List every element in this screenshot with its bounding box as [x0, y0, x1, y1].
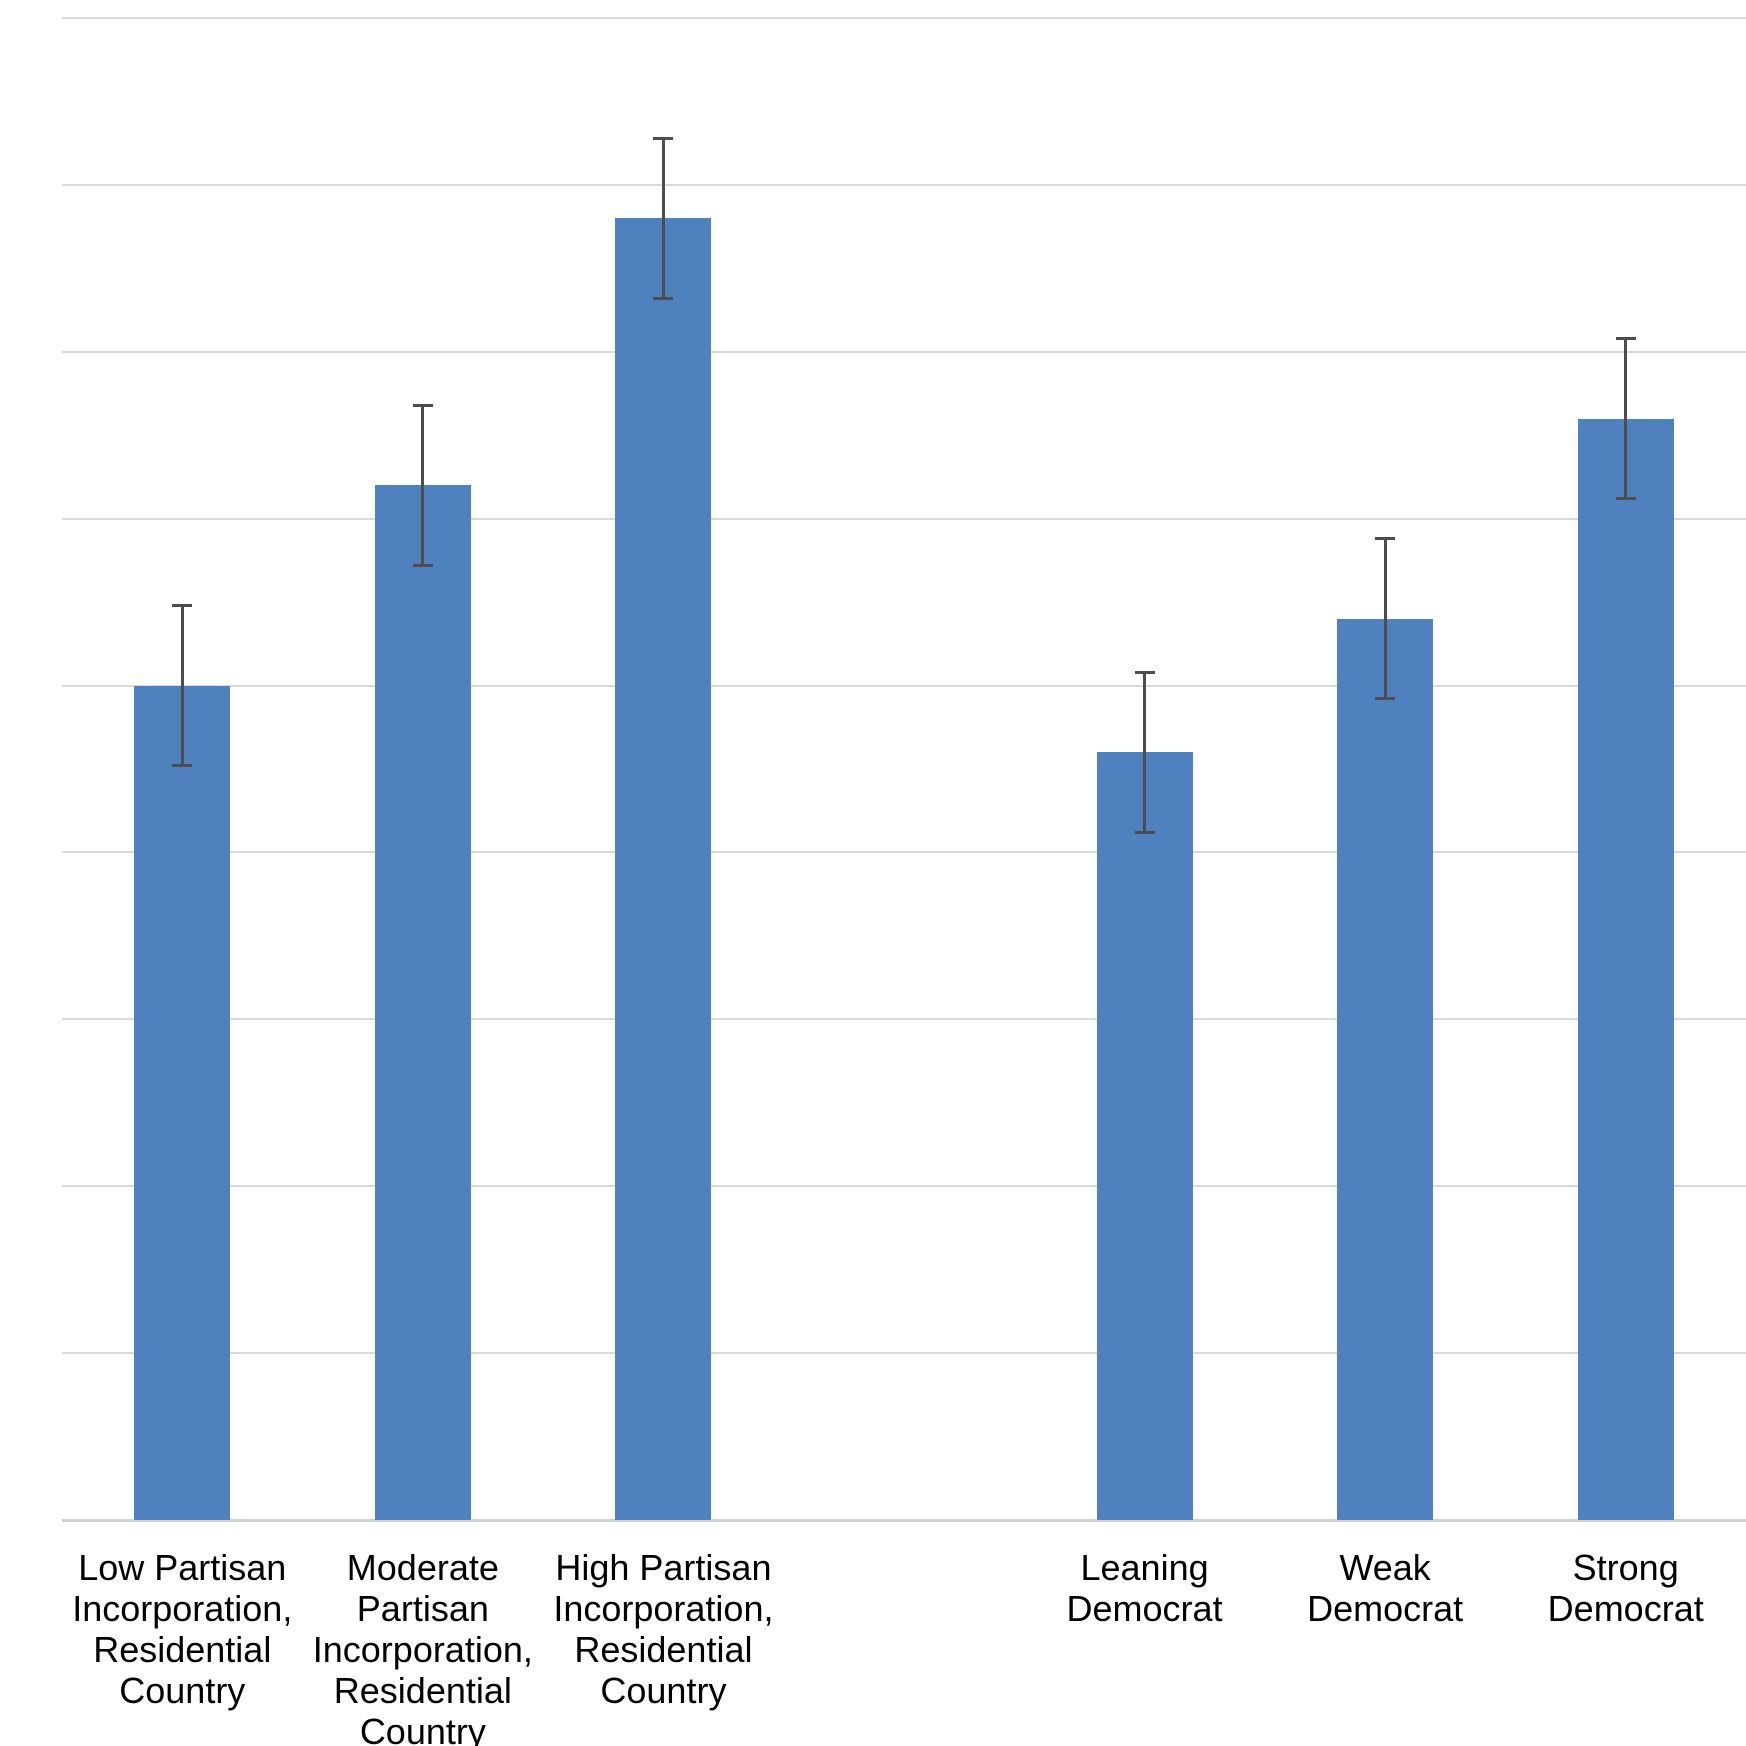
error-bar-cap [412, 563, 433, 567]
x-axis-line [62, 1519, 1746, 1522]
x-category-label: Strong Democrat [1547, 1547, 1704, 1629]
error-bar [421, 405, 425, 566]
error-bar [1383, 538, 1387, 699]
bar [134, 685, 231, 1520]
error-bar [661, 138, 665, 299]
gridline [62, 183, 1746, 186]
error-bar-cap [1615, 497, 1636, 501]
error-bar-cap [1134, 670, 1155, 674]
error-bar [1624, 338, 1628, 499]
gridline [62, 517, 1746, 520]
error-bar-cap [1375, 537, 1396, 541]
error-bar-cap [172, 764, 193, 768]
x-category-label: Moderate Partisan Incorporation, Residen… [312, 1547, 533, 1746]
error-bar-cap [1134, 830, 1155, 834]
error-bar [1143, 672, 1147, 833]
gridline [62, 684, 1746, 687]
bar [1096, 752, 1193, 1520]
error-bar-cap [653, 296, 674, 300]
error-bar-cap [172, 603, 193, 607]
gridline [62, 350, 1746, 353]
error-bar-cap [1375, 697, 1396, 701]
bar [1337, 618, 1434, 1520]
x-category-label: Low Partisan Incorporation, Residential … [72, 1547, 293, 1711]
error-bar-cap [653, 136, 674, 140]
error-bar-cap [412, 403, 433, 407]
bar [1577, 418, 1674, 1520]
gridline [62, 1185, 1746, 1188]
bar [374, 485, 471, 1520]
gridline [62, 851, 1746, 854]
x-category-label: Weak Democrat [1307, 1547, 1464, 1629]
error-bar-cap [1615, 336, 1636, 340]
gridline [62, 1352, 1746, 1355]
x-category-label: Leaning Democrat [1066, 1547, 1223, 1629]
error-bar [180, 605, 184, 766]
x-category-label: High Partisan Incorporation, Residential… [553, 1547, 774, 1711]
gridline [62, 1018, 1746, 1021]
bar [615, 218, 712, 1520]
gridline [62, 17, 1746, 19]
